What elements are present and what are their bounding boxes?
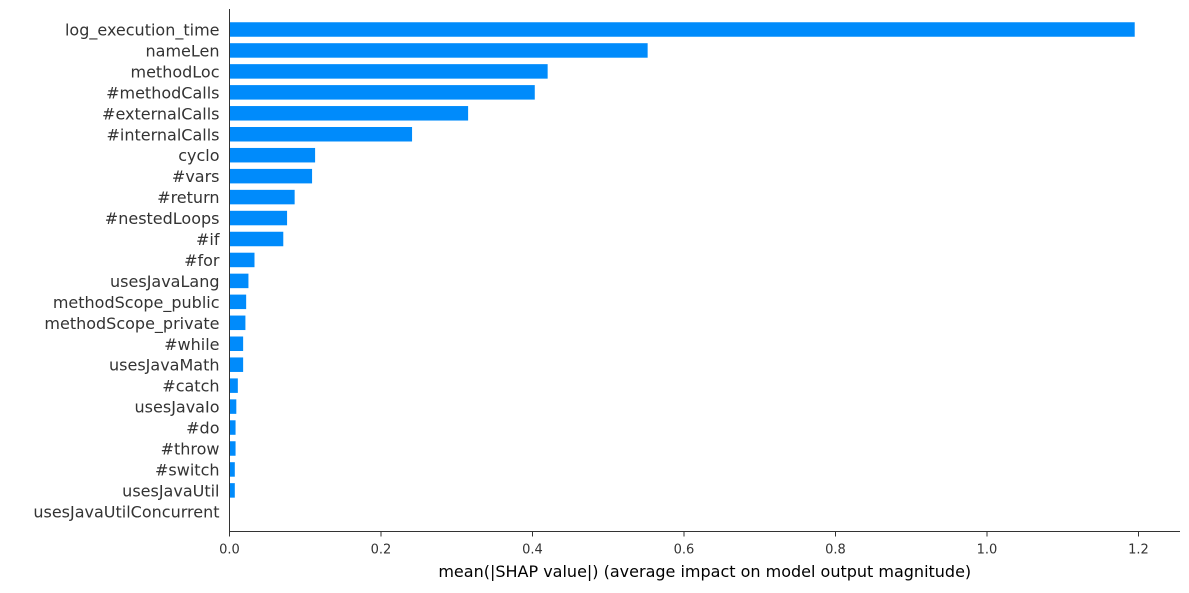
category-label-8: #return [157,188,219,207]
bar-14 [229,315,246,331]
bar-18 [229,399,237,414]
bar-8 [229,189,295,205]
category-label-13: methodScope_public [53,293,220,313]
bar-12 [229,273,249,289]
category-label-11: #for [184,251,220,270]
category-label-15: #while [164,335,219,354]
x-tick-label-6: 1.2 [1128,543,1149,558]
bar-22 [229,483,235,498]
category-label-16: usesJavaMath [109,356,219,375]
bar-21 [229,462,235,477]
category-label-2: methodLoc [130,62,219,81]
bar-17 [229,378,238,393]
bar-20 [229,441,236,456]
category-label-3: #methodCalls [106,83,219,102]
category-label-7: #vars [172,167,220,186]
x-tick-label-5: 1.0 [977,543,998,558]
category-label-21: #switch [155,460,219,479]
category-label-22: usesJavaUtil [122,481,219,500]
category-label-17: #catch [162,377,219,396]
x-ticks: 0.0 0.2 0.4 0.6 0.8 1.0 1.2 [219,531,1149,558]
bar-2 [229,64,548,79]
x-tick-label-4: 0.8 [825,543,846,558]
category-label-23: usesJavaUtilConcurrent [33,502,219,521]
x-axis-title: mean(|SHAP value|) (average impact on mo… [438,562,971,581]
bar-1 [229,43,648,58]
bar-16 [229,357,244,372]
category-label-6: cyclo [178,146,219,165]
bar-9 [229,210,288,226]
category-label-1: nameLen [146,41,220,60]
bars-layer [229,22,1135,498]
bar-10 [229,231,284,247]
category-label-0: log_execution_time [65,21,220,41]
x-tick-label-2: 0.4 [522,543,543,558]
bar-7 [229,168,313,184]
bar-4 [229,106,469,121]
bar-0 [229,22,1135,37]
bar-3 [229,85,535,100]
category-label-18: usesJavaIo [135,398,220,417]
bar-19 [229,420,236,435]
x-tick-label-0: 0.0 [219,543,240,558]
category-label-14: methodScope_private [44,314,219,334]
bar-11 [229,252,255,268]
category-label-20: #throw [161,440,220,459]
bar-13 [229,294,247,310]
x-tick-label-3: 0.6 [674,543,695,558]
category-label-19: #do [186,419,219,438]
category-label-5: #internalCalls [107,125,220,144]
bar-6 [229,147,316,163]
category-label-4: #externalCalls [102,104,219,123]
x-tick-label-1: 0.2 [371,543,392,558]
category-label-9: #nestedLoops [105,209,220,228]
bar-15 [229,336,244,351]
bar-5 [229,127,413,142]
category-label-12: usesJavaLang [110,272,219,291]
category-label-10: #if [196,230,220,249]
